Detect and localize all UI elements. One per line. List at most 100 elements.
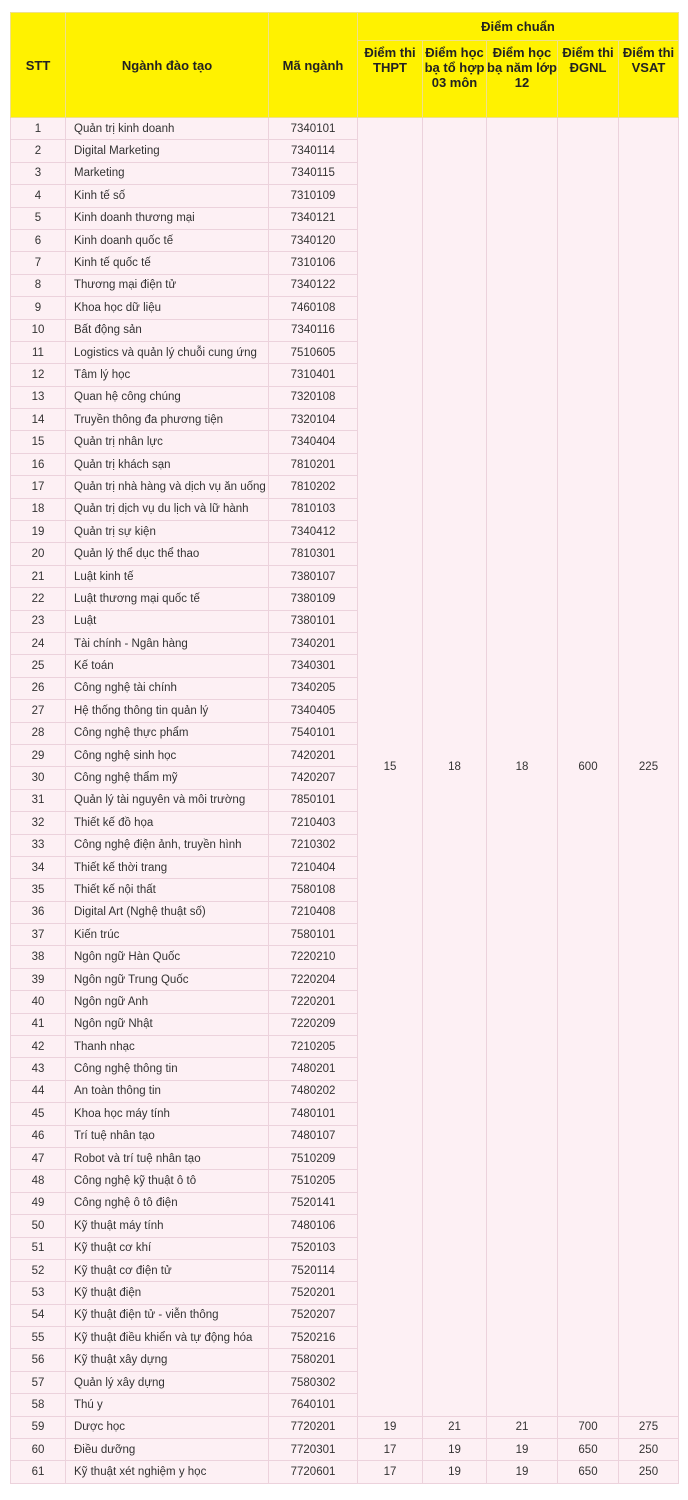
row-stt: 22 xyxy=(10,587,66,611)
row-stt: 12 xyxy=(10,363,66,387)
table-row: 49 Công nghệ ô tô điện 7520141 xyxy=(10,1191,679,1216)
table-row: 24 Tài chính - Ngân hàng 7340201 xyxy=(10,631,679,656)
table-row: 60 Điều dưỡng 7720301 17 19 19 650 250 xyxy=(10,1438,679,1462)
row-code: 7310109 xyxy=(268,184,358,208)
row-stt: 9 xyxy=(10,296,66,320)
table-row: 1 Quản trị kinh doanh 7340101 15 18 18 600 225 xyxy=(10,116,679,1417)
row-major-name: Dược học xyxy=(65,1415,269,1440)
row-code: 7480107 xyxy=(268,1124,358,1148)
table-row: 9 Khoa học dữ liệu 7460108 xyxy=(10,296,679,320)
row-major-name: Kỹ thuật xét nghiệm y học xyxy=(65,1460,269,1484)
row-stt: 4 xyxy=(10,184,66,208)
table-row: 3 Marketing 7340115 xyxy=(10,161,679,186)
row-code: 7520114 xyxy=(268,1258,358,1283)
admission-scores-table: STT Ngành đào tạo Mã ngành Điểm chuẩn Đi… xyxy=(10,12,679,1484)
row-score-vsat: 250 xyxy=(618,1460,679,1484)
row-stt: 2 xyxy=(10,139,66,163)
row-major-name: Quản trị khách sạn xyxy=(65,452,269,477)
header-stt: STT xyxy=(10,12,66,118)
table-row: 11 Logistics và quản lý chuỗi cung ứng 751… xyxy=(10,340,679,365)
table-row: 55 Kỹ thuật điều khiển và tự động hóa 7520… xyxy=(10,1326,679,1350)
row-major-name: Kỹ thuật cơ điện tử xyxy=(65,1258,269,1283)
row-code: 7310106 xyxy=(268,251,358,275)
row-code: 7310401 xyxy=(268,363,358,387)
table-row: 53 Kỹ thuật điện 7520201 xyxy=(10,1281,679,1305)
row-code: 7220204 xyxy=(268,967,358,992)
table-row: 39 Ngôn ngữ Trung Quốc 7220204 xyxy=(10,967,679,992)
row-score-thpt: 17 xyxy=(357,1438,423,1462)
row-code: 7340412 xyxy=(268,520,358,544)
row-code: 7520103 xyxy=(268,1236,358,1260)
header-major: Ngành đào tạo xyxy=(65,12,269,118)
row-code: 7540101 xyxy=(268,721,358,745)
row-stt: 47 xyxy=(10,1146,66,1171)
row-major-name: Luật xyxy=(65,609,269,633)
row-code: 7320108 xyxy=(268,385,358,410)
row-code: 7320104 xyxy=(268,408,358,432)
row-code: 7480101 xyxy=(268,1102,358,1126)
header-dgnl: Điểm thi ĐGNL xyxy=(557,40,619,118)
row-code: 7810201 xyxy=(268,452,358,477)
row-major-name: Logistics và quản lý chuỗi cung ứng xyxy=(65,340,269,365)
row-stt: 43 xyxy=(10,1057,66,1081)
table-row: 31 Quản lý tài nguyên và môi trường 785010… xyxy=(10,788,679,813)
row-code: 7480201 xyxy=(268,1057,358,1081)
shared-score-vsat: 225 xyxy=(618,117,679,1417)
row-code: 7210403 xyxy=(268,811,358,835)
table-row: 5 Kinh doanh thương mại 7340121 xyxy=(10,206,679,230)
header-hocba-to-hop: Điểm học bạ tổ hợp 03 môn xyxy=(422,40,487,118)
row-major-name: Kỹ thuật máy tính xyxy=(65,1214,269,1238)
row-major-name: Thanh nhạc xyxy=(65,1035,269,1059)
row-stt: 55 xyxy=(10,1326,66,1350)
row-stt: 34 xyxy=(10,855,66,880)
row-stt: 51 xyxy=(10,1236,66,1260)
row-major-name: Kiến trúc xyxy=(65,923,269,947)
row-major-name: Kỹ thuật điện xyxy=(65,1281,269,1305)
table-row: 10 Bất động sản 7340116 xyxy=(10,318,679,342)
row-major-name: Công nghệ sinh học xyxy=(65,743,269,768)
table-row: 57 Quản lý xây dựng 7580302 xyxy=(10,1370,679,1395)
row-stt: 30 xyxy=(10,766,66,790)
row-major-name: Robot và trí tuệ nhân tạo xyxy=(65,1146,269,1171)
row-code: 7580101 xyxy=(268,923,358,947)
row-score-hocba-to-hop: 19 xyxy=(422,1460,487,1484)
table-row: 13 Quan hệ công chúng 7320108 xyxy=(10,385,679,410)
row-score-thpt: 17 xyxy=(357,1460,423,1484)
table-row: 54 Kỹ thuật điện tử - viễn thông 7520207 xyxy=(10,1303,679,1328)
table-row: 52 Kỹ thuật cơ điện tử 7520114 xyxy=(10,1258,679,1283)
row-score-thpt: 19 xyxy=(357,1415,423,1440)
table-row: 30 Công nghệ thẩm mỹ 7420207 xyxy=(10,766,679,790)
row-code: 7420207 xyxy=(268,766,358,790)
row-stt: 37 xyxy=(10,923,66,947)
row-major-name: Kế toán xyxy=(65,654,269,678)
row-code: 7480106 xyxy=(268,1214,358,1238)
row-stt: 52 xyxy=(10,1258,66,1283)
table-row: 21 Luật kinh tế 7380107 xyxy=(10,564,679,589)
table-row: 37 Kiến trúc 7580101 xyxy=(10,923,679,947)
table-row: 6 Kinh doanh quốc tế 7340120 xyxy=(10,228,679,253)
row-major-name: Luật kinh tế xyxy=(65,564,269,589)
row-stt: 53 xyxy=(10,1281,66,1305)
row-major-name: Thiết kế nội thất xyxy=(65,878,269,902)
table-row: 14 Truyền thông đa phương tiện 7320104 xyxy=(10,408,679,432)
table-row: 40 Ngôn ngữ Anh 7220201 xyxy=(10,990,679,1014)
row-major-name: Tài chính - Ngân hàng xyxy=(65,631,269,656)
row-code: 7340301 xyxy=(268,654,358,678)
row-code: 7480202 xyxy=(268,1079,358,1104)
row-major-name: Kỹ thuật cơ khí xyxy=(65,1236,269,1260)
row-code: 7520201 xyxy=(268,1281,358,1305)
row-code: 7720301 xyxy=(268,1438,358,1462)
table-row: 15 Quản trị nhân lực 7340404 xyxy=(10,430,679,454)
table-row: 32 Thiết kế đồ họa 7210403 xyxy=(10,811,679,835)
row-code: 7580201 xyxy=(268,1348,358,1372)
row-code: 7210408 xyxy=(268,900,358,925)
row-score-hocba-to-hop: 21 xyxy=(422,1415,487,1440)
row-major-name: Kinh tế quốc tế xyxy=(65,251,269,275)
header-vsat: Điểm thi VSAT xyxy=(618,40,679,118)
row-code: 7340122 xyxy=(268,273,358,298)
row-major-name: Ngôn ngữ Anh xyxy=(65,990,269,1014)
row-major-name: Kỹ thuật điều khiển và tự động hóa xyxy=(65,1326,269,1350)
row-stt: 39 xyxy=(10,967,66,992)
row-code: 7220209 xyxy=(268,1012,358,1037)
row-code: 7720601 xyxy=(268,1460,358,1484)
